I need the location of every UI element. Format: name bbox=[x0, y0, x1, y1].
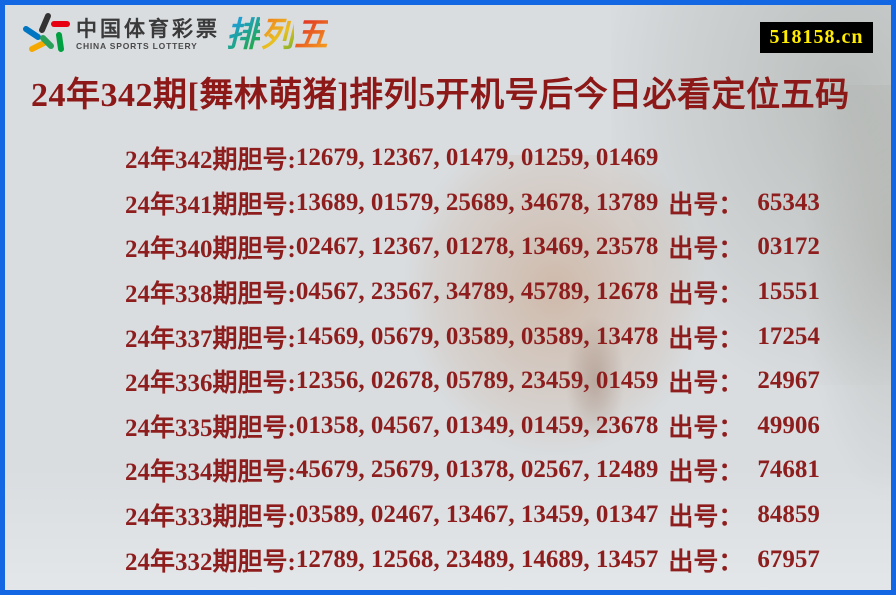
brand-name-cn: 中国体育彩票 bbox=[76, 18, 220, 41]
product-name: 排 列 五 bbox=[226, 15, 328, 55]
record-result-label: 出号： bbox=[668, 548, 744, 576]
record-numbers: 02467, 12367, 01278, 13469, 23578 bbox=[295, 233, 659, 261]
record-result-label: 出号： bbox=[668, 325, 744, 353]
record-label: 24年333期胆号: bbox=[125, 504, 296, 532]
record-result-label: 出号： bbox=[668, 281, 744, 309]
record-row: 24年337期胆号: 14569, 05679, 03589, 03589, 13… bbox=[125, 314, 891, 359]
record-result-label: 出号： bbox=[668, 459, 744, 487]
product-char-3: 五 bbox=[294, 16, 328, 54]
record-numbers: 12679, 12367, 01479, 01259, 01469 bbox=[295, 144, 659, 172]
record-result-label: 出号： bbox=[668, 191, 744, 219]
record-label: 24年341期胆号: bbox=[125, 191, 296, 219]
record-result: 17254 bbox=[757, 322, 820, 350]
record-row: 24年333期胆号: 03589, 02467, 13467, 13459, 01… bbox=[125, 493, 891, 538]
record-numbers: 45679, 25679, 01378, 02567, 12489 bbox=[295, 456, 659, 484]
record-row: 24年341期胆号: 13689, 01579, 25689, 34678, 13… bbox=[125, 181, 891, 226]
record-result-label: 出号： bbox=[668, 414, 744, 442]
record-numbers: 04567, 23567, 34789, 45789, 12678 bbox=[295, 278, 659, 306]
record-numbers: 03589, 02467, 13467, 13459, 01347 bbox=[295, 501, 659, 529]
brand-text: 中国体育彩票 CHINA SPORTS LOTTERY bbox=[76, 18, 220, 52]
record-result-label: 出号： bbox=[668, 236, 744, 264]
records-list: 24年342期胆号: 12679, 12367, 01479, 01259, 01… bbox=[125, 136, 891, 582]
record-result: 67957 bbox=[757, 545, 820, 573]
record-row: 24年336期胆号: 12356, 02678, 05789, 23459, 01… bbox=[125, 359, 891, 404]
record-row: 24年338期胆号: 04567, 23567, 34789, 45789, 12… bbox=[125, 270, 891, 315]
record-numbers: 01358, 04567, 01349, 01459, 23678 bbox=[295, 411, 659, 439]
record-label: 24年332期胆号: bbox=[125, 548, 296, 576]
header: 中国体育彩票 CHINA SPORTS LOTTERY 排 列 五 518158… bbox=[5, 5, 891, 63]
record-label: 24年340期胆号: bbox=[125, 236, 296, 264]
content: 中国体育彩票 CHINA SPORTS LOTTERY 排 列 五 518158… bbox=[5, 5, 891, 590]
record-result: 03172 bbox=[757, 233, 820, 261]
record-result: 74681 bbox=[757, 456, 820, 484]
sports-lottery-logo-icon bbox=[23, 13, 70, 52]
record-row: 24年332期胆号: 12789, 12568, 23489, 14689, 13… bbox=[125, 537, 891, 582]
record-numbers: 12789, 12568, 23489, 14689, 13457 bbox=[295, 545, 659, 573]
record-label: 24年336期胆号: bbox=[125, 370, 296, 398]
page-title: 24年342期[舞林萌猪]排列5开机号后今日必看定位五码 bbox=[31, 77, 850, 114]
product-char-1: 排 bbox=[226, 16, 260, 54]
record-label: 24年334期胆号: bbox=[125, 459, 296, 487]
product-char-2: 列 bbox=[260, 16, 294, 54]
record-row: 24年340期胆号: 02467, 12367, 01278, 13469, 23… bbox=[125, 225, 891, 270]
record-result-label: 出号： bbox=[668, 504, 744, 532]
record-result: 65343 bbox=[757, 188, 820, 216]
record-result: 15551 bbox=[757, 278, 820, 306]
record-result-label: 出号： bbox=[668, 370, 744, 398]
record-result: 84859 bbox=[757, 501, 820, 529]
record-row: 24年335期胆号: 01358, 04567, 01349, 01459, 23… bbox=[125, 404, 891, 449]
brand-name-en: CHINA SPORTS LOTTERY bbox=[76, 41, 198, 51]
record-numbers: 13689, 01579, 25689, 34678, 13789 bbox=[295, 188, 659, 216]
record-row: 24年334期胆号: 45679, 25679, 01378, 02567, 12… bbox=[125, 448, 891, 493]
site-watermark-badge: 518158.cn bbox=[760, 22, 873, 53]
record-label: 24年335期胆号: bbox=[125, 414, 296, 442]
record-numbers: 12356, 02678, 05789, 23459, 01459 bbox=[295, 367, 659, 395]
record-numbers: 14569, 05679, 03589, 03589, 13478 bbox=[295, 322, 659, 350]
record-label: 24年337期胆号: bbox=[125, 325, 296, 353]
record-result: 49906 bbox=[757, 411, 820, 439]
record-result: 24967 bbox=[757, 367, 820, 395]
record-label: 24年342期胆号: bbox=[125, 147, 296, 175]
record-row: 24年342期胆号: 12679, 12367, 01479, 01259, 01… bbox=[125, 136, 891, 181]
brand-logo: 中国体育彩票 CHINA SPORTS LOTTERY 排 列 五 bbox=[21, 12, 328, 58]
record-label: 24年338期胆号: bbox=[125, 281, 296, 309]
